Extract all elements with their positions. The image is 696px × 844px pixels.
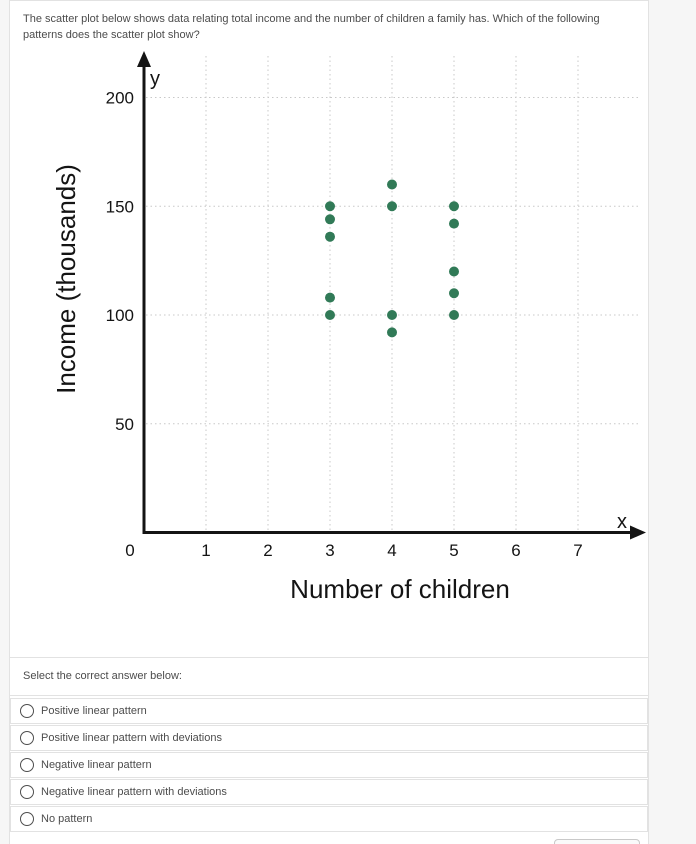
y-axis-letter: y [150,68,160,90]
content-column: The scatter plot below shows data relati… [9,0,649,844]
x-tick-label: 4 [387,541,396,560]
data-point [325,292,335,303]
data-point [449,201,459,212]
question-panel: The scatter plot below shows data relati… [10,1,648,658]
x-tick-label: 6 [511,541,520,560]
y-axis-arrow-icon [137,51,151,67]
radio-icon[interactable] [20,730,34,745]
data-point [387,310,397,320]
option-label: No pattern [41,812,93,825]
bottom-action-button[interactable] [554,839,640,844]
answer-option[interactable]: Positive linear pattern [10,698,648,724]
x-tick-label: 2 [263,541,272,560]
data-point [325,201,335,212]
data-point [325,214,335,225]
option-label: Negative linear pattern [41,758,152,771]
answer-prompt-section: Select the correct answer below: [10,658,648,696]
x-axis-title: Number of children [290,574,510,604]
radio-icon[interactable] [20,757,34,772]
data-point [449,266,459,277]
data-point [449,310,459,320]
x-tick-label: 3 [325,541,334,560]
answer-option[interactable]: No pattern [10,806,648,832]
y-tick-label: 50 [115,415,134,434]
y-axis-title: Income (thousands) [51,164,81,394]
data-point [325,231,335,242]
answer-option[interactable]: Negative linear pattern [10,752,648,778]
y-tick-label: 100 [106,306,134,325]
question-text: The scatter plot below shows data relati… [23,13,600,41]
answer-option[interactable]: Positive linear pattern with deviations [10,725,648,751]
x-axis-arrow-icon [630,525,646,540]
data-point [449,288,459,299]
x-tick-label: 5 [449,541,458,560]
data-point [449,218,459,229]
x-axis-letter: x [617,511,627,533]
x-tick-label: 0 [125,541,134,560]
tick-layer: 0 1 2 3 4 5 6 7 50 100 150 200 [106,89,583,561]
options-list: Positive linear pattern Positive linear p… [10,698,648,832]
option-label: Negative linear pattern with deviations [41,785,227,798]
y-tick-label: 200 [106,89,134,108]
answer-prompt: Select the correct answer below: [23,670,182,682]
data-point [387,327,397,338]
option-label: Positive linear pattern with deviations [41,731,222,744]
radio-icon[interactable] [20,811,34,826]
radio-icon[interactable] [20,784,34,799]
scatter-plot: y x Income (thousands) Number of childre… [51,51,646,604]
y-tick-label: 150 [106,197,134,216]
grid-layer [146,56,638,532]
x-tick-label: 1 [201,541,210,560]
radio-icon[interactable] [20,703,34,718]
data-point [387,201,397,212]
points-layer [325,179,459,338]
answer-option[interactable]: Negative linear pattern with deviations [10,779,648,805]
data-point [387,179,397,190]
data-point [325,310,335,320]
option-label: Positive linear pattern [41,704,147,717]
x-tick-label: 7 [573,541,582,560]
